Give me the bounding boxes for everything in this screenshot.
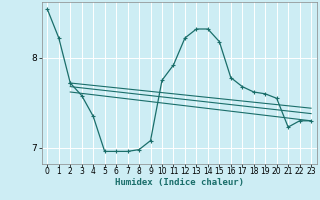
X-axis label: Humidex (Indice chaleur): Humidex (Indice chaleur): [115, 178, 244, 187]
